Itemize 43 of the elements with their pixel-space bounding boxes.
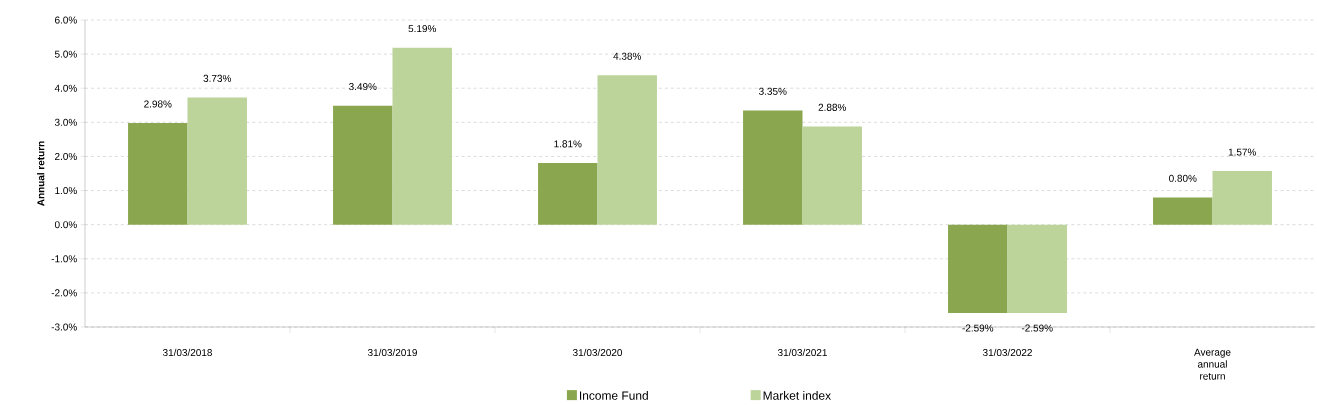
data-label: 1.81% [554,140,582,148]
y-tick-label: 5.0% [54,50,77,58]
data-label: -2.59% [962,324,994,332]
data-label: 5.19% [408,25,436,33]
bar [128,123,188,225]
data-label: 4.38% [613,52,641,60]
y-tick-label: 4.0% [54,84,77,92]
legend-label: Market index [763,391,831,400]
data-label: 2.98% [144,100,172,108]
data-label: 3.73% [203,74,231,82]
y-tick-label: -1.0% [51,255,77,263]
data-label: -2.59% [1021,324,1053,332]
bar [1007,224,1067,314]
bar [802,126,862,225]
x-tick-label: 31/03/2018 [162,348,212,357]
bar [187,97,247,225]
y-tick-label: 0.0% [54,221,77,229]
bar [538,162,598,225]
x-tick-label: 31/03/2021 [777,348,827,357]
y-tick-label: 6.0% [55,16,77,24]
legend-label: Income Fund [580,391,648,400]
bar [948,224,1008,314]
y-tick-label: -3.0% [51,323,77,331]
bar [597,75,657,225]
y-tick-label: 2.0% [55,152,77,160]
x-tick-label: 31/03/2022 [982,348,1032,357]
y-axis-title: Annual return [37,141,45,206]
bar [392,47,452,225]
bar [743,110,803,225]
y-tick-label: -2.0% [51,289,77,297]
y-tick-label: 3.0% [54,118,77,126]
data-label: 3.35% [759,87,787,95]
data-label: 2.88% [818,103,846,111]
bar [1212,171,1272,225]
x-tick-label: 31/03/2019 [367,348,417,357]
y-tick-label: 1.0% [55,187,77,195]
x-tick-label: 31/03/2020 [572,348,623,357]
x-tick-label: Average annual return [1194,348,1231,380]
data-label: 0.80% [1169,174,1197,182]
bar [333,105,393,225]
data-label: 3.49% [349,83,377,91]
data-label: 1.57% [1228,148,1256,156]
bar [1153,197,1213,225]
